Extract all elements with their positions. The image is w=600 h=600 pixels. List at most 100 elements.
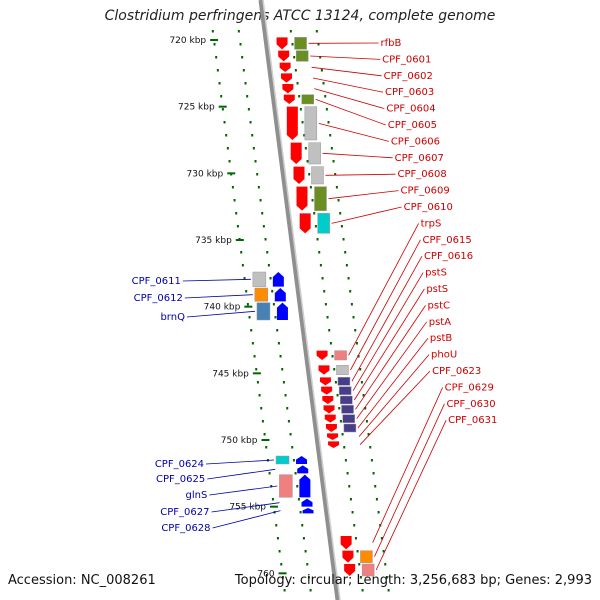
guide-dot-0 [271,498,274,501]
label-leader [311,66,382,77]
guide-dot-1 [262,225,265,228]
label-leader [206,459,275,465]
label-leader [207,468,276,480]
guide-dot-1 [261,212,264,215]
label-leader [355,305,426,410]
guide-dot-0 [281,576,284,579]
gene-label-forward: CPF_0606 [391,136,440,147]
label-leader [351,256,423,382]
guide-dot-1 [309,589,312,592]
gene-label-forward: rfbB [381,38,402,49]
guide-dot-3 [329,134,332,137]
guide-dot-0 [245,290,248,293]
guide-dot-0 [240,251,243,254]
guide-dot-3 [322,82,325,85]
label-leader [372,387,444,543]
guide-dot-1 [301,524,304,527]
gene-label-reverse: brnQ [160,312,185,323]
guide-dot-0 [231,186,234,189]
gene-label-forward: pstS [426,284,448,295]
label-leader [374,403,445,557]
gene-arrow-forward [322,396,334,404]
guide-dot-3 [352,316,355,319]
guide-dot-0 [250,329,253,332]
label-leader [212,510,281,529]
gene-label-forward: pstA [429,317,451,328]
guide-dot-0 [216,69,219,72]
guide-dot-0 [253,355,256,358]
guide-dot-2 [324,303,327,306]
guide-dot-0 [258,394,261,397]
gene-arrow-forward [318,365,330,375]
guide-dot-2 [344,459,347,462]
cog-block [301,94,314,105]
guide-dot-0 [235,212,238,215]
backbone-highlight [262,0,341,600]
label-leader [331,206,402,224]
gene-label-forward: CPF_0603 [385,87,434,98]
guide-dot-0 [246,303,249,306]
gene-label-reverse: CPF_0612 [134,293,183,304]
gene-label-forward: CPF_0608 [398,169,447,180]
guide-dot-3 [320,69,323,72]
guide-dot-3 [335,186,338,189]
cog-block [256,302,271,321]
guide-dot-2 [348,485,351,488]
gene-arrow-forward [344,564,356,576]
gene-arrow-forward [279,62,291,72]
guide-dot-2 [331,355,334,358]
guide-dot-3 [357,355,360,358]
guide-dot-2 [313,212,316,215]
guide-dot-2 [334,381,337,384]
guide-dot-3 [370,459,373,462]
guide-dot-1 [259,199,262,202]
gene-arrow-forward [299,213,311,234]
guide-dot-1 [287,420,290,423]
guide-dot-1 [242,69,245,72]
cog-block [275,455,290,465]
scale-tick-label: 755 kbp [229,503,266,513]
label-leader [353,288,425,401]
guide-dot-3 [384,563,387,566]
guide-dot-2 [319,264,322,267]
guide-dot-0 [275,524,278,527]
guide-dot-1 [239,43,242,46]
scale-tick-label: 725 kbp [178,103,215,113]
backbone-layer [258,0,341,600]
guide-dot-1 [251,134,254,137]
guide-dot-3 [380,537,383,540]
label-leader [356,321,428,419]
cog-block [295,50,309,62]
guide-dot-2 [356,550,359,553]
guide-dot-1 [277,342,280,345]
gene-arrow-forward [342,550,354,563]
guide-dot-0 [283,589,286,592]
label-leader [348,223,419,356]
guide-dot-3 [345,264,348,267]
guide-dot-1 [286,407,289,410]
guide-dot-2 [361,589,364,592]
guide-dot-0 [218,82,221,85]
gene-arrow-reverse [272,272,284,287]
gene-arrow-forward [340,536,352,550]
guide-dot-0 [278,550,281,553]
genome-summary: Topology: circular; Length: 3,256,683 bp… [234,573,592,588]
guide-dot-2 [339,420,342,423]
guide-dot-3 [319,56,322,59]
guide-dot-1 [269,277,272,280]
guide-dot-3 [364,407,367,410]
gene-arrow-reverse [301,498,313,507]
guide-dot-1 [246,95,249,98]
guide-dot-2 [314,225,317,228]
guide-dot-0 [268,472,271,475]
guide-dot-0 [256,381,259,384]
cog-block [341,405,354,414]
cog-block [308,142,321,165]
gene-label-forward: trpS [421,218,442,229]
label-layer: rfbB CPF_0601 CPF_0602 CPF_0603 CPF_0604 CPF_… [132,38,497,571]
cog-block [314,186,327,211]
genome-title: Clostridium perfringens ATCC 13124, comp… [104,8,496,24]
guide-dot-3 [350,303,353,306]
gene-arrow-forward [327,433,339,440]
